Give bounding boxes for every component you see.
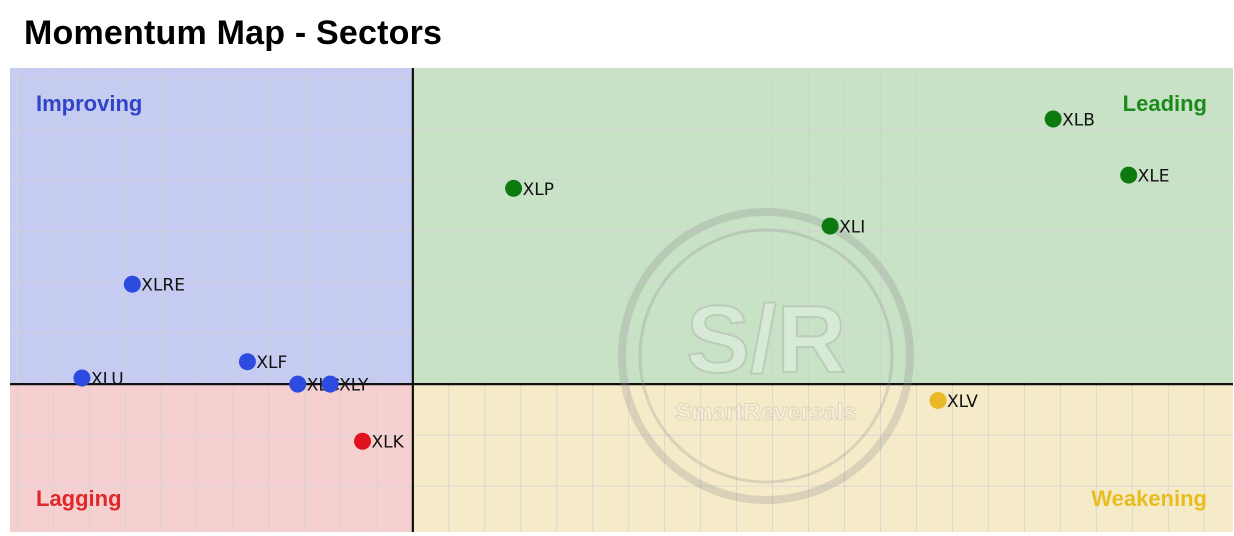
point-marker-xly [321, 375, 339, 393]
point-marker-xlk [354, 432, 372, 450]
chart-title: Momentum Map - Sectors [24, 14, 443, 52]
point-label-xlb: XLB [1062, 110, 1095, 130]
point-label-xlk: XLK [372, 433, 405, 453]
point-xlv: XLV [929, 391, 978, 412]
point-marker-xlb [1044, 110, 1062, 128]
point-marker-xlp [505, 179, 523, 197]
watermark-outer-ring [618, 208, 914, 504]
point-label-xlre: XLRE [141, 276, 185, 296]
point-marker-xlre [123, 275, 141, 293]
point-xlf: XLF [238, 353, 287, 373]
quadrant-label-leading: Leading [1123, 91, 1207, 116]
watermark-mark: S/R [686, 286, 846, 393]
quadrant-label-weakening: Weakening [1091, 486, 1207, 511]
quadrant-label-improving: Improving [36, 91, 142, 116]
point-xlb: XLB [1044, 110, 1095, 130]
point-marker-xlc [289, 375, 307, 393]
grid-lines [10, 68, 1233, 532]
point-label-xli: XLI [839, 218, 865, 238]
quadrant-lagging [10, 384, 413, 532]
watermark: S/R SmartReversals [618, 208, 914, 504]
quadrant-labels: Improving Leading Lagging Weakening [36, 91, 1207, 511]
point-label-xlv: XLV [947, 392, 978, 412]
axes [10, 68, 1233, 532]
quadrant-improving [10, 68, 413, 385]
point-label-xly: XLY [339, 376, 369, 396]
watermark-inner-ring [638, 228, 894, 484]
point-label-xlu: XLU [91, 370, 124, 390]
watermark-text: SmartReversals [675, 399, 856, 426]
point-label-xlp: XLP [523, 180, 554, 200]
point-marker-xlv [929, 391, 947, 409]
point-xly: XLY [321, 375, 369, 396]
point-xlu: XLU [73, 369, 124, 390]
data-points: XLBXLEXLPXLIXLREXLFXLUXLCXLYXLKXLV [73, 110, 1170, 453]
point-marker-xlu [73, 369, 91, 387]
point-marker-xli [821, 217, 839, 235]
quadrant-label-lagging: Lagging [36, 486, 122, 511]
point-marker-xlf [238, 353, 256, 371]
point-label-xlf: XLF [256, 353, 287, 373]
quadrant-backgrounds [10, 68, 1233, 532]
point-xli: XLI [821, 217, 865, 238]
point-label-xle: XLE [1138, 167, 1170, 187]
point-xlk: XLK [354, 432, 405, 453]
point-xle: XLE [1120, 166, 1170, 187]
point-xlp: XLP [505, 179, 554, 200]
point-xlre: XLRE [123, 275, 185, 296]
point-marker-xle [1120, 166, 1138, 184]
